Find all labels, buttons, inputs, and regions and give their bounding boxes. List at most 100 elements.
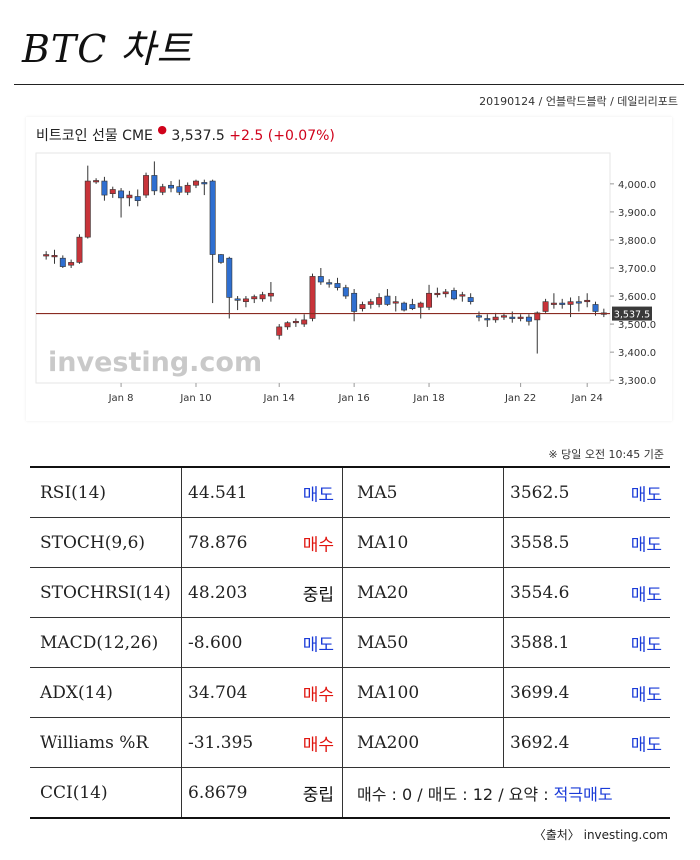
summary-verdict: 적극매도 [553,784,613,804]
ma-signal: 매도 [630,735,662,755]
candle-body [592,304,599,312]
candle-body [392,301,399,304]
indicator-signal: 매수 [302,735,334,755]
ma-signal: 매도 [630,635,662,655]
price-change: +2.5 [229,128,264,144]
candle-body [51,255,58,258]
ma-value: 3699.4 [510,682,570,703]
candle-body [134,196,141,201]
candle-body [451,290,457,300]
candle-body [476,315,482,318]
page-title: BTC 차트 [22,27,193,71]
candle-body [84,180,91,238]
candle-body [126,194,133,199]
indicator-value: 6.8679 [188,782,248,803]
candle-body [234,298,241,301]
indicator-signal: 매도 [302,635,334,655]
candle-body [292,320,299,324]
candle-body [359,304,366,309]
indicator-value: 34.704 [188,682,248,703]
candle-body [101,180,108,196]
byline: 20190124 / 언블락드블락 / 데일리리포트 [479,95,678,108]
indicator-name: CCI(14) [30,767,182,819]
x-tick-label: Jan 24 [571,393,603,404]
candle-body [559,302,566,305]
indicator-value: 48.203 [188,582,248,603]
ma-value: 3554.6 [510,582,570,603]
candle-body [575,301,582,304]
price-chart-panel: 비트코인 선물 CME ● 3,537.5 +2.5 (+0.07%) 4,00… [26,117,672,421]
indicator-signal: 매수 [302,535,334,555]
candle-body [176,186,183,193]
indicator-signal: 중립 [302,785,334,805]
candle-body [509,316,516,319]
x-tick-label: Jan 10 [179,393,211,404]
indicator-signal: 매도 [302,485,334,505]
candle-body [259,294,266,300]
ma-name: MA50 [342,617,504,668]
source-credit: 〈출처〉 investing.com [533,828,668,842]
indicator-signal: 중립 [302,585,334,605]
candle-body [151,175,158,192]
instrument-name: 비트코인 선물 CME [36,128,153,144]
x-tick-label: Jan 14 [263,393,295,404]
indicator-value: -31.395 [188,732,254,753]
candle-body [118,190,125,199]
candle-body [317,276,324,283]
indicator-value-cell: -31.395 매수 [181,717,343,768]
candle-body [59,257,66,267]
candle-body [351,292,358,312]
last-price-label: 3,537.5 [614,310,650,321]
y-tick-label: 4,000.0 [618,180,656,191]
indicator-name: RSI(14) [30,466,182,518]
candle-body [93,180,100,183]
candle-body [109,189,116,194]
candle-body [226,257,233,298]
indicator-value-cell: 78.876 매수 [181,517,343,568]
y-tick-label: 3,700.0 [618,264,656,275]
indicator-value: 78.876 [188,532,248,553]
ma-signal: 매도 [630,535,662,555]
timestamp-note: ※ 당일 오전 10:45 기준 [548,448,664,461]
indicator-value: 44.541 [188,482,248,503]
candle-body [209,180,216,255]
title-divider [14,84,684,85]
indicator-value: -8.600 [188,632,243,653]
candle-body [159,186,166,193]
indicator-name: MACD(12,26) [30,617,182,668]
candle-body [143,175,150,196]
candle-body [442,291,449,295]
candle-body [401,302,408,311]
ma-value-cell: 3558.5 매도 [503,517,670,568]
candle-body [584,299,591,303]
candle-body [309,276,316,319]
ma-signal: 매도 [630,685,662,705]
x-tick-label: Jan 16 [337,393,369,404]
indicator-value-cell: 34.704 매수 [181,667,343,718]
candle-body [326,282,333,285]
ma-value-cell: 3692.4 매도 [503,717,670,768]
candle-body [517,316,524,319]
last-price-tag [612,306,652,321]
ma-name: MA20 [342,567,504,618]
y-tick-label: 3,800.0 [618,236,656,247]
candle-body [384,295,391,305]
ma-signal: 매도 [630,485,662,505]
ma-value-cell: 3588.1 매도 [503,617,670,668]
candle-body [267,292,274,297]
candle-body [500,315,507,318]
candle-body [409,304,416,309]
candle-body [426,292,433,308]
candle-body [68,262,75,266]
candle-body [217,254,224,263]
candle-body [251,296,258,300]
y-tick-label: 3,300.0 [618,376,656,387]
candle-body [276,326,283,336]
indicator-table: RSI(14) 44.541 매도 MA5 3562.5 매도 STOCH(9,6) 78.8… [30,466,670,819]
indicator-name: STOCHRSI(14) [30,567,182,618]
indicator-row: MACD(12,26) -8.600 매도 MA50 3588.1 매도 [30,617,670,668]
chart-header: 비트코인 선물 CME ● 3,537.5 +2.5 (+0.07%) [36,123,335,145]
ma-value: 3558.5 [510,532,570,553]
candle-body [193,180,199,186]
indicator-row: Williams %R -31.395 매수 MA200 3692.4 매도 [30,717,670,768]
